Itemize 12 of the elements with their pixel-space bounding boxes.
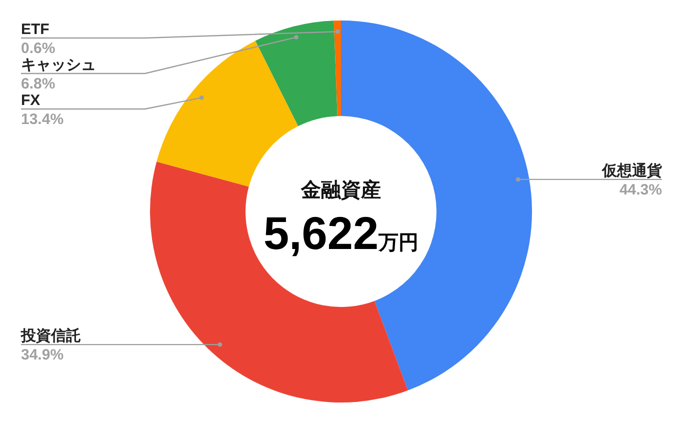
slice-label: FX — [21, 92, 40, 109]
text: 5,622万円 — [263, 207, 419, 259]
data-label: 44.3% — [619, 181, 662, 198]
slice-label: 仮想通貨 — [601, 162, 662, 180]
data-label: 0.6% — [21, 40, 56, 57]
data-label: 6.8% — [21, 76, 56, 92]
text: 金融資産 — [300, 178, 381, 202]
slice-label: 投資信託 — [20, 328, 81, 345]
data-label: 13.4% — [21, 111, 64, 128]
slice-label: キャッシュ — [21, 56, 96, 74]
slice-label: ETF — [21, 21, 50, 38]
data-label: 34.9% — [21, 346, 64, 364]
